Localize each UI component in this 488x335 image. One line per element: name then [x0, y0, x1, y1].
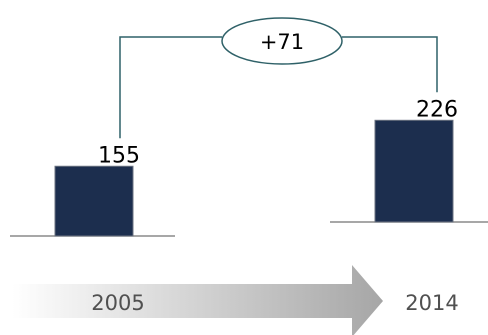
difference-connector-left	[119, 36, 222, 139]
bar-2005	[54, 165, 134, 237]
timeline-arrow	[12, 265, 383, 335]
difference-label: +71	[260, 30, 304, 54]
bar-2014	[374, 119, 454, 223]
category-label-2005: 2005	[91, 291, 144, 315]
difference-bubble	[221, 17, 343, 65]
value-label-2005: 155	[98, 143, 140, 168]
value-label-2014: 226	[416, 97, 458, 122]
category-label-2014: 2014	[405, 291, 458, 315]
difference-connector-right	[342, 36, 438, 93]
